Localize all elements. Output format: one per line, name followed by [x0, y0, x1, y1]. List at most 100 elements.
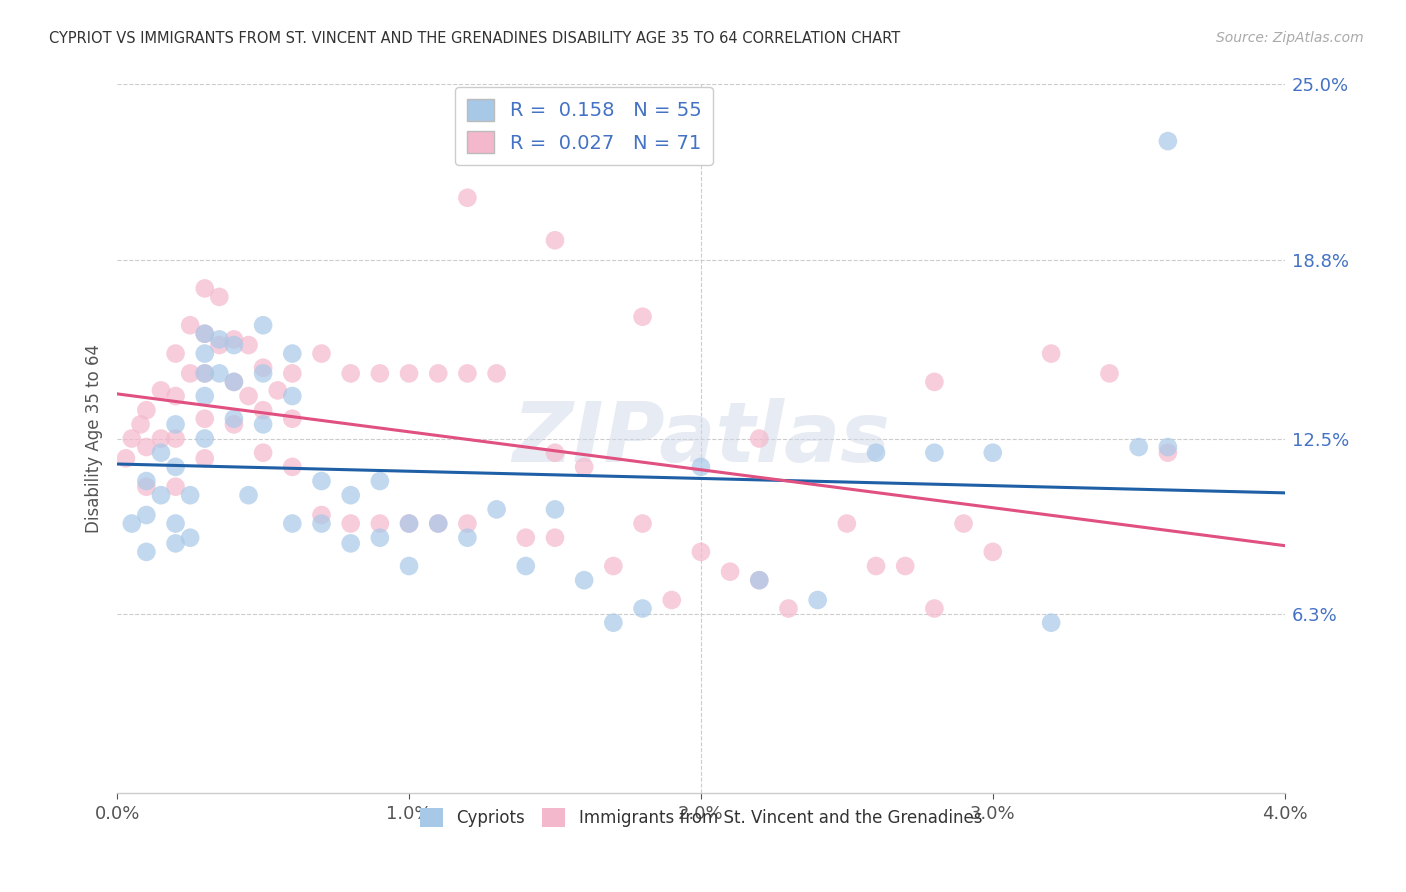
Point [778, 601, 800, 615]
Point [485, 367, 508, 381]
Point [398, 367, 420, 381]
Point [252, 318, 274, 333]
Point [515, 531, 537, 545]
Point [398, 516, 420, 531]
Point [311, 346, 333, 360]
Point [339, 488, 361, 502]
Point [368, 531, 391, 545]
Point [165, 389, 187, 403]
Point [865, 446, 887, 460]
Point [165, 536, 187, 550]
Point [456, 191, 478, 205]
Point [165, 346, 187, 360]
Point [135, 474, 157, 488]
Point [368, 474, 391, 488]
Point [281, 389, 304, 403]
Point [572, 573, 595, 587]
Point [456, 367, 478, 381]
Point [194, 281, 217, 295]
Point [222, 338, 245, 352]
Point [572, 459, 595, 474]
Point [135, 508, 157, 522]
Point [165, 432, 187, 446]
Legend: Cypriots, Immigrants from St. Vincent and the Grenadines: Cypriots, Immigrants from St. Vincent an… [413, 801, 988, 834]
Point [427, 367, 450, 381]
Point [179, 488, 201, 502]
Point [208, 290, 231, 304]
Point [115, 451, 138, 466]
Point [398, 516, 420, 531]
Point [835, 516, 858, 531]
Point [981, 446, 1004, 460]
Point [222, 332, 245, 346]
Point [222, 411, 245, 425]
Point [194, 326, 217, 341]
Point [1157, 134, 1180, 148]
Point [368, 516, 391, 531]
Point [222, 375, 245, 389]
Point [748, 573, 770, 587]
Point [129, 417, 152, 432]
Point [281, 459, 304, 474]
Point [252, 367, 274, 381]
Point [222, 417, 245, 432]
Point [544, 502, 567, 516]
Point [807, 593, 830, 607]
Point [427, 516, 450, 531]
Point [631, 516, 654, 531]
Point [1157, 446, 1180, 460]
Point [208, 338, 231, 352]
Point [865, 559, 887, 574]
Point [135, 440, 157, 454]
Point [194, 411, 217, 425]
Point [1040, 346, 1063, 360]
Point [165, 480, 187, 494]
Point [631, 310, 654, 324]
Point [748, 573, 770, 587]
Point [456, 531, 478, 545]
Point [515, 559, 537, 574]
Point [238, 338, 260, 352]
Point [924, 446, 946, 460]
Point [208, 367, 231, 381]
Point [149, 488, 172, 502]
Point [281, 367, 304, 381]
Point [602, 559, 624, 574]
Point [661, 593, 683, 607]
Point [748, 432, 770, 446]
Point [952, 516, 974, 531]
Point [238, 488, 260, 502]
Point [179, 318, 201, 333]
Point [194, 346, 217, 360]
Point [311, 474, 333, 488]
Point [339, 367, 361, 381]
Point [894, 559, 917, 574]
Point [252, 403, 274, 417]
Point [135, 480, 157, 494]
Point [179, 531, 201, 545]
Point [165, 516, 187, 531]
Point [165, 417, 187, 432]
Point [194, 367, 217, 381]
Point [427, 516, 450, 531]
Point [544, 233, 567, 247]
Point [222, 375, 245, 389]
Point [339, 516, 361, 531]
Point [398, 559, 420, 574]
Point [368, 367, 391, 381]
Point [924, 601, 946, 615]
Point [1128, 440, 1150, 454]
Text: Source: ZipAtlas.com: Source: ZipAtlas.com [1216, 31, 1364, 45]
Y-axis label: Disability Age 35 to 64: Disability Age 35 to 64 [86, 344, 103, 533]
Point [252, 360, 274, 375]
Point [194, 326, 217, 341]
Point [544, 446, 567, 460]
Point [631, 601, 654, 615]
Text: ZIPatlas: ZIPatlas [512, 398, 890, 479]
Point [121, 432, 143, 446]
Point [924, 375, 946, 389]
Point [252, 417, 274, 432]
Point [194, 451, 217, 466]
Point [311, 508, 333, 522]
Point [339, 536, 361, 550]
